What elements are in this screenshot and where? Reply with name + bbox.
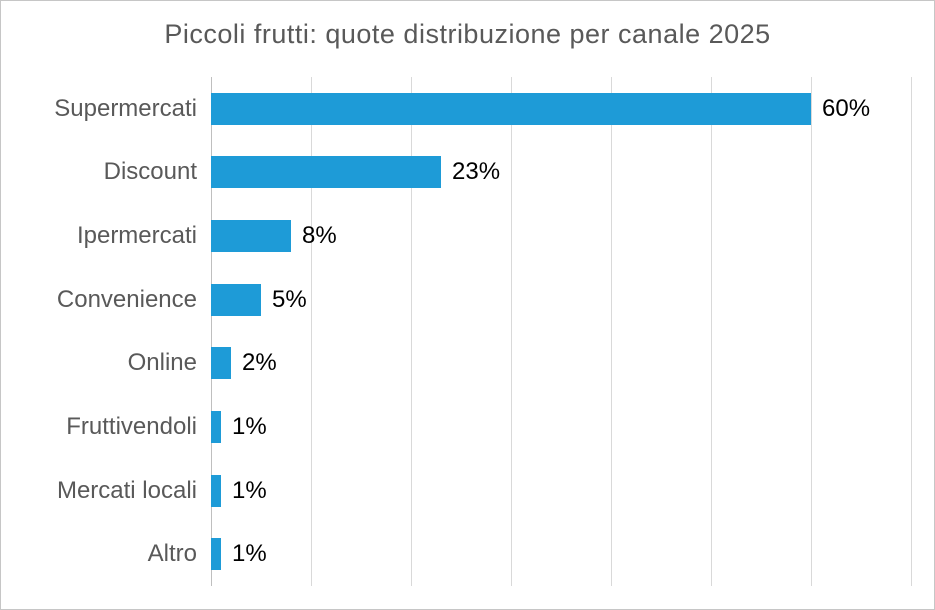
value-label: 8%	[302, 222, 337, 250]
value-label: 23%	[452, 158, 501, 186]
bar-row: Supermercati 60%	[1, 77, 911, 141]
value-label: 1%	[232, 540, 267, 568]
bar-row: Mercati locali 1%	[1, 459, 911, 523]
category-label: Supermercati	[54, 94, 197, 122]
bar	[211, 220, 291, 253]
bar-rows-container: Supermercati 60% Discount 23% Ipermercat…	[1, 77, 911, 586]
bar-area: 1%	[211, 522, 911, 586]
bar-area: 5%	[211, 268, 911, 332]
bar-area: 1%	[211, 459, 911, 523]
value-label: 2%	[242, 349, 277, 377]
bar-row: Fruttivendoli 1%	[1, 395, 911, 459]
bar-area: 23%	[211, 141, 911, 205]
category-label: Altro	[147, 540, 197, 568]
bar	[211, 538, 221, 571]
bar	[211, 156, 441, 189]
value-label: 1%	[232, 476, 267, 504]
bar-row: Ipermercati 8%	[1, 204, 911, 268]
bar-row: Discount 23%	[1, 141, 911, 205]
category-label: Discount	[103, 158, 197, 186]
bar	[211, 347, 231, 380]
value-label: 5%	[272, 285, 307, 313]
bar-area: 2%	[211, 332, 911, 396]
bar	[211, 410, 221, 443]
bar-row: Online 2%	[1, 332, 911, 396]
category-label: Convenience	[56, 285, 197, 313]
bar-area: 1%	[211, 395, 911, 459]
bar-row: Altro 1%	[1, 522, 911, 586]
bar-area: 8%	[211, 204, 911, 268]
category-label: Mercati locali	[56, 476, 197, 504]
value-label: 1%	[232, 412, 267, 440]
bar-area: 60%	[211, 77, 911, 141]
chart-title: Piccoli frutti: quote distribuzione per …	[164, 19, 771, 49]
category-label: Ipermercati	[76, 222, 197, 250]
category-label: Online	[127, 349, 197, 377]
category-label: Fruttivendoli	[66, 412, 197, 440]
bar-row: Convenience 5%	[1, 268, 911, 332]
bar	[211, 474, 221, 507]
bar	[211, 283, 261, 316]
value-label: 60%	[822, 94, 871, 122]
bar	[211, 92, 811, 125]
